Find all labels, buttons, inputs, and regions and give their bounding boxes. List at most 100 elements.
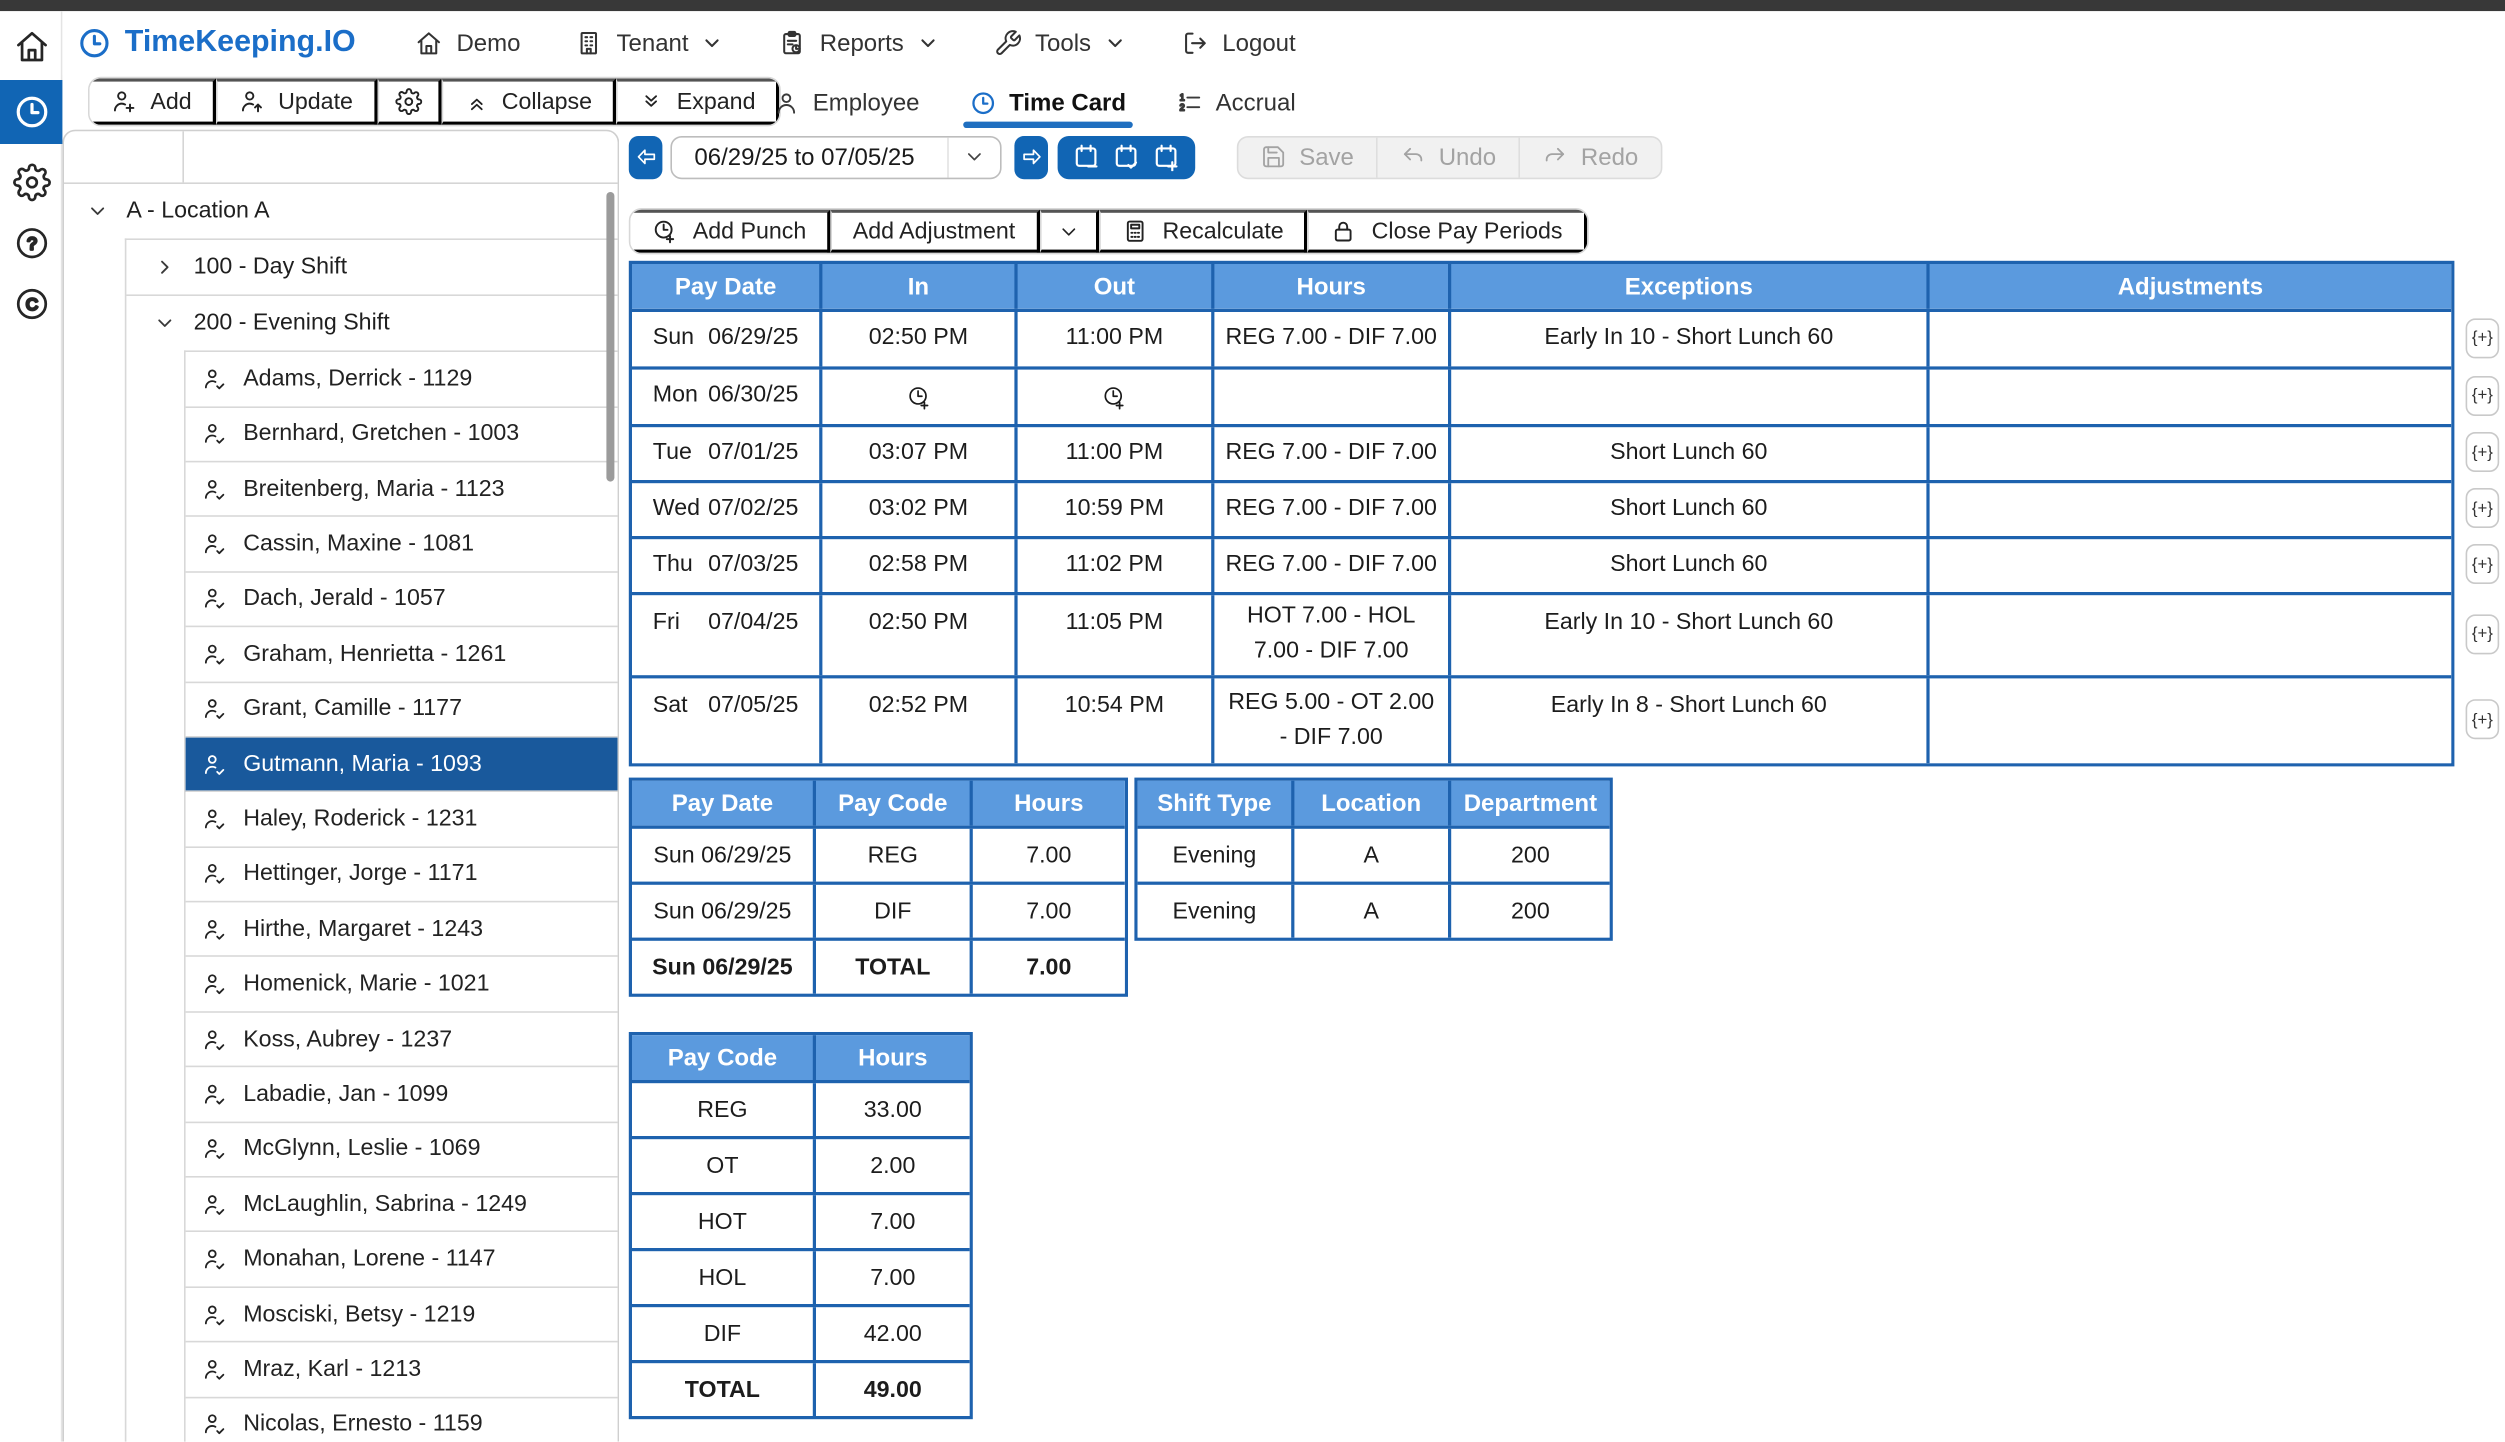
shift-detail-row: Evening A 200 [1138,826,1610,882]
row-add-adjustment-button[interactable]: {+} [2466,375,2500,415]
row-add-adjustment-button[interactable]: {+} [2466,432,2500,472]
employee-item[interactable]: Koss, Aubrey - 1237 [186,1013,618,1068]
prev-period-button[interactable] [629,135,663,178]
in-punch-cell[interactable]: 03:02 PM [819,483,1014,536]
in-punch-cell[interactable]: 02:50 PM [819,595,1014,675]
next-period-button[interactable] [1014,135,1048,178]
employee-item[interactable]: Homenick, Marie - 1021 [186,958,618,1013]
expand-button[interactable]: Expand [616,78,780,124]
window-top-bar [0,0,2505,11]
employee-item[interactable]: Mraz, Karl - 1213 [186,1343,618,1398]
pay-period-select[interactable]: 06/29/25 to 07/05/25 [670,135,1001,178]
nav-tenant[interactable]: Tenant [575,29,724,58]
rail-help-button[interactable] [0,213,62,274]
employee-item[interactable]: Hettinger, Jorge - 1171 [186,848,618,903]
tree-node-location[interactable]: A - Location A [64,184,618,239]
arrow-left-icon [633,144,659,170]
calendar-check-icon[interactable] [1112,142,1141,171]
tree-settings-button[interactable] [377,78,441,124]
row-add-adjustment-button[interactable]: {+} [2466,699,2500,739]
employee-item[interactable]: Dach, Jerald - 1057 [186,572,618,627]
row-add-adjustment-button[interactable]: {+} [2466,614,2500,654]
timecard-row-fri: Fri07/04/25 02:50 PM 11:05 PM HOT 7.00 -… [632,592,2451,675]
out-punch-cell[interactable]: 10:54 PM [1014,678,1211,763]
employee-item-selected[interactable]: Gutmann, Maria - 1093 [186,737,618,792]
out-punch-cell[interactable]: 10:59 PM [1014,483,1211,536]
employee-item[interactable]: Cassin, Maxine - 1081 [186,517,618,572]
collapse-button[interactable]: Collapse [441,78,616,124]
employee-item[interactable]: Bernhard, Gretchen - 1003 [186,407,618,462]
chevron-down-icon[interactable] [154,312,176,334]
tree-node-day-shift[interactable]: 100 - Day Shift [126,241,617,296]
employee-item[interactable]: McGlynn, Leslie - 1069 [186,1123,618,1178]
add-button[interactable]: Add [90,78,216,124]
close-pay-periods-button[interactable]: Close Pay Periods [1308,210,1587,253]
calendar-plus-icon[interactable] [1152,142,1181,171]
recalculate-button[interactable]: Recalculate [1098,210,1307,253]
nav-demo[interactable]: Demo [415,29,521,58]
calendar-button-group [1058,135,1196,178]
employee-item[interactable]: Graham, Henrietta - 1261 [186,627,618,682]
employee-item[interactable]: McLaughlin, Sabrina - 1249 [186,1178,618,1233]
rail-copyright-button[interactable] [0,274,62,335]
in-punch-cell[interactable]: 02:50 PM [819,312,1014,366]
nav-tools[interactable]: Tools [993,29,1126,58]
row-add-adjustment-button[interactable]: {+} [2466,544,2500,584]
row-add-adjustment-button[interactable]: {+} [2466,318,2500,358]
rail-timecard-button[interactable] [0,80,62,144]
nav-reports[interactable]: Reports [778,29,939,58]
redo-button[interactable]: Redo [1519,137,1661,177]
shift-group: 100 - Day Shift 200 - Evening Shift Adam… [125,239,618,1442]
chevron-right-icon[interactable] [154,256,176,278]
row-adjustment-buttons: {+} {+} {+} {+} {+} {+} {+} [2466,261,2500,763]
person-check-icon [202,806,228,832]
add-in-punch-cell[interactable] [819,370,1014,424]
add-adjustment-dropdown[interactable] [1039,210,1098,253]
employee-item[interactable]: Monahan, Lorene - 1147 [186,1233,618,1288]
out-punch-cell[interactable]: 11:00 PM [1014,427,1211,480]
ordered-list-icon [1176,89,1203,116]
out-punch-cell[interactable]: 11:00 PM [1014,312,1211,366]
rail-home-button[interactable] [0,16,62,77]
employee-item[interactable]: Hirthe, Margaret - 1243 [186,903,618,958]
employee-item[interactable]: Adams, Derrick - 1129 [186,352,618,407]
collapse-icon [463,89,489,115]
employee-item[interactable]: Mosciski, Betsy - 1219 [186,1288,618,1343]
nav-logout[interactable]: Logout [1181,29,1296,58]
in-punch-cell[interactable]: 03:07 PM [819,427,1014,480]
tab-employee[interactable]: Employee [770,75,923,129]
clock-plus-icon[interactable] [905,383,932,410]
add-out-punch-cell[interactable] [1014,370,1211,424]
tab-time-card[interactable]: Time Card [966,75,1129,129]
day-detail-section: Pay Date Pay Code Hours Sun 06/29/25 REG… [629,778,1613,997]
employee-item[interactable]: Nicolas, Ernesto - 1159 [186,1398,618,1442]
wrench-icon [993,29,1022,58]
employee-item[interactable]: Haley, Roderick - 1231 [186,792,618,847]
row-add-adjustment-button[interactable]: {+} [2466,488,2500,528]
add-adjustment-button[interactable]: Add Adjustment [830,210,1039,253]
chevron-down-icon[interactable] [86,200,108,222]
clock-plus-icon[interactable] [1101,383,1128,410]
add-punch-button[interactable]: Add Punch [630,210,830,253]
calendar-minus-icon[interactable] [1072,142,1101,171]
save-button[interactable]: Save [1238,137,1376,177]
person-check-icon [202,1412,228,1438]
out-punch-cell[interactable]: 11:02 PM [1014,539,1211,592]
tab-accrual[interactable]: Accrual [1172,75,1298,129]
tree-node-evening-shift[interactable]: 200 - Evening Shift [126,296,617,351]
person-check-icon [202,1192,228,1218]
pay-period-dropdown[interactable] [947,137,1000,177]
redo-label: Redo [1581,143,1638,170]
tab-employee-label: Employee [813,89,920,116]
update-button[interactable]: Update [216,78,377,124]
employee-item[interactable]: Labadie, Jan - 1099 [186,1068,618,1123]
out-punch-cell[interactable]: 11:05 PM [1014,595,1211,675]
employee-item[interactable]: Grant, Camille - 1177 [186,682,618,737]
rail-settings-button[interactable] [0,152,62,213]
tree-scrollbar[interactable] [606,192,614,482]
add-label: Add [150,89,191,115]
in-punch-cell[interactable]: 02:58 PM [819,539,1014,592]
employee-item[interactable]: Breitenberg, Maria - 1123 [186,462,618,517]
in-punch-cell[interactable]: 02:52 PM [819,678,1014,763]
undo-button[interactable]: Undo [1376,137,1518,177]
